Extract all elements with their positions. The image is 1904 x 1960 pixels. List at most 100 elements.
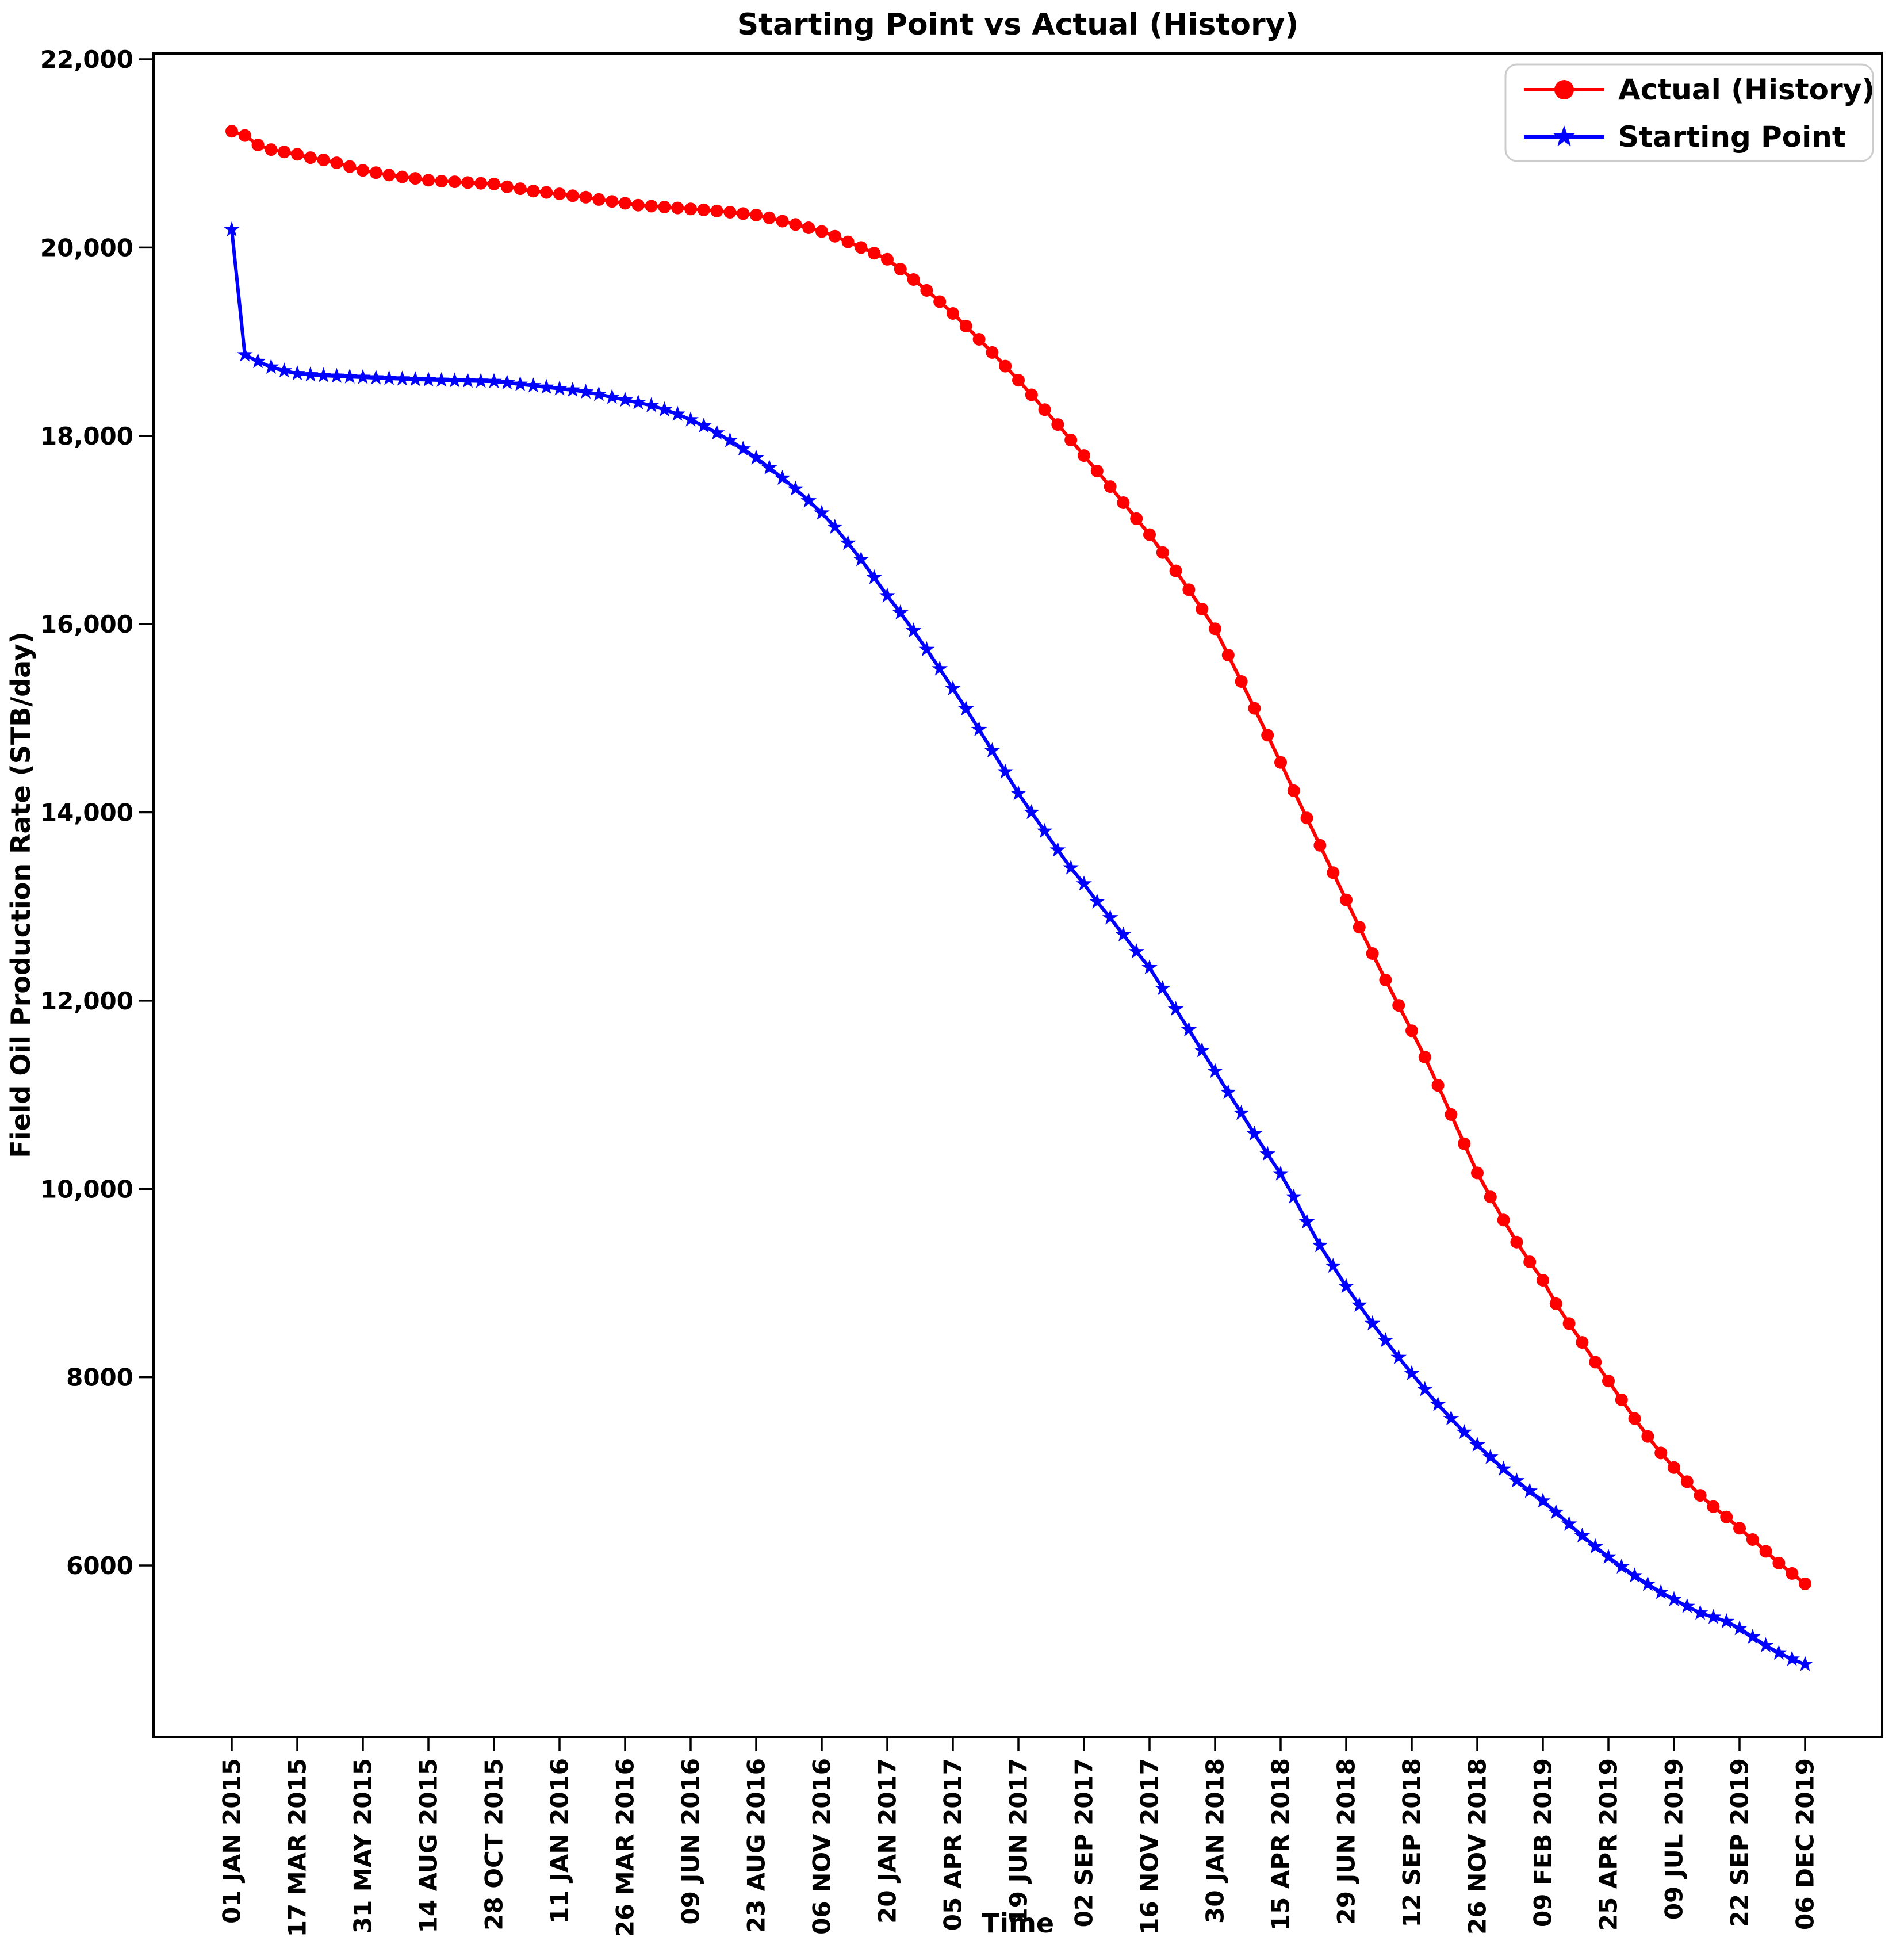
- star-marker: [997, 763, 1013, 779]
- circle-marker: [1366, 947, 1379, 960]
- circle-marker: [1025, 388, 1038, 401]
- star-marker: [1102, 909, 1118, 925]
- series-actual-history: [225, 125, 1811, 1590]
- series-starting-point: [224, 221, 1813, 1671]
- x-tick-label: 06 NOV 2016: [808, 1758, 836, 1935]
- x-tick-label: 06 DEC 2019: [1791, 1758, 1819, 1930]
- star-marker: [407, 371, 423, 386]
- circle-marker: [1090, 465, 1104, 478]
- star-marker: [669, 405, 685, 421]
- star-marker: [1325, 1258, 1341, 1273]
- star-marker: [761, 459, 777, 475]
- star-marker: [1731, 1620, 1748, 1636]
- x-tick-label: 11 JAN 2016: [546, 1758, 574, 1924]
- star-marker: [551, 380, 568, 396]
- circle-marker: [933, 295, 947, 308]
- x-tick-label: 09 FEB 2019: [1529, 1758, 1557, 1927]
- star-marker: [1666, 1591, 1682, 1606]
- circle-marker: [1051, 418, 1064, 431]
- circle-marker: [828, 229, 841, 243]
- circle-marker: [474, 177, 488, 190]
- star-marker: [1351, 1296, 1367, 1312]
- star-marker: [800, 492, 817, 508]
- star-marker: [1049, 841, 1066, 857]
- circle-marker: [553, 187, 566, 201]
- y-axis-label: Field Oil Production Rate (STB/day): [5, 631, 36, 1158]
- star-marker: [1076, 875, 1092, 891]
- star-marker: [1390, 1349, 1407, 1364]
- circle-marker: [1694, 1489, 1707, 1502]
- circle-marker: [1340, 893, 1353, 906]
- circle-marker: [1576, 1336, 1589, 1349]
- star-marker: [774, 469, 791, 485]
- circle-marker: [238, 129, 251, 142]
- x-tick-label: 22 SEP 2019: [1726, 1758, 1754, 1927]
- star-marker: [538, 378, 554, 394]
- circle-marker: [907, 273, 920, 286]
- circle-marker: [606, 195, 619, 208]
- circle-marker: [1012, 374, 1025, 387]
- star-marker: [1745, 1628, 1761, 1644]
- circle-marker: [855, 241, 868, 254]
- circle-marker: [1287, 784, 1300, 797]
- circle-marker: [868, 247, 881, 260]
- star-marker: [945, 680, 961, 695]
- circle-marker: [1235, 675, 1248, 688]
- circle-marker: [1405, 1024, 1418, 1038]
- circle-marker: [1471, 1166, 1484, 1180]
- legend-label: Actual (History): [1618, 73, 1875, 106]
- circle-marker: [671, 201, 684, 215]
- star-marker: [1220, 1084, 1236, 1100]
- circle-marker: [1143, 528, 1156, 541]
- star-marker: [1574, 1527, 1591, 1543]
- star-marker: [591, 386, 607, 401]
- legend-label: Starting Point: [1618, 120, 1846, 154]
- star-marker: [1522, 1483, 1538, 1498]
- star-marker: [1259, 1146, 1275, 1161]
- star-marker: [1286, 1188, 1302, 1204]
- star-marker: [1155, 980, 1171, 996]
- star-marker: [604, 389, 620, 404]
- circle-marker: [763, 211, 776, 224]
- star-marker: [1456, 1423, 1472, 1440]
- circle-marker: [527, 185, 540, 198]
- circle-marker: [815, 225, 828, 238]
- circle-marker: [1484, 1190, 1497, 1204]
- star-marker: [368, 369, 384, 385]
- star-marker: [630, 394, 646, 409]
- circle-marker: [1458, 1137, 1471, 1150]
- star-marker: [1797, 1656, 1813, 1671]
- star-marker: [263, 358, 279, 374]
- circle-marker: [1772, 1556, 1786, 1569]
- star-marker: [984, 742, 1001, 757]
- circle-marker: [409, 172, 422, 185]
- circle-marker: [658, 201, 671, 213]
- x-tick-label: 05 APR 2017: [939, 1758, 967, 1931]
- circle-marker: [1078, 449, 1090, 462]
- star-marker: [787, 480, 804, 496]
- star-marker: [1614, 1559, 1630, 1574]
- circle-marker: [1615, 1393, 1628, 1406]
- circle-marker: [251, 139, 265, 151]
- star-marker: [1338, 1278, 1354, 1293]
- circle-marker: [1196, 602, 1209, 615]
- x-tick-label: 31 MAY 2015: [349, 1758, 377, 1934]
- x-tick-label: 30 JAN 2018: [1201, 1758, 1229, 1924]
- circle-marker: [1799, 1577, 1811, 1590]
- circle-marker: [369, 166, 382, 179]
- star-marker: [722, 432, 738, 447]
- circle-marker: [894, 263, 907, 275]
- star-marker: [1404, 1365, 1420, 1380]
- circle-marker: [488, 177, 500, 190]
- x-axis-label: Time: [982, 1908, 1054, 1939]
- circle-marker: [802, 221, 815, 234]
- circle-marker: [1589, 1356, 1602, 1369]
- star-marker: [302, 366, 319, 382]
- series-line: [231, 129, 1806, 1586]
- circle-marker: [1418, 1051, 1431, 1064]
- star-marker: [827, 519, 843, 534]
- circle-marker: [1746, 1533, 1759, 1546]
- star-marker: [1010, 785, 1026, 801]
- y-tick-label: 14,000: [40, 799, 133, 827]
- star-marker: [1639, 1576, 1656, 1591]
